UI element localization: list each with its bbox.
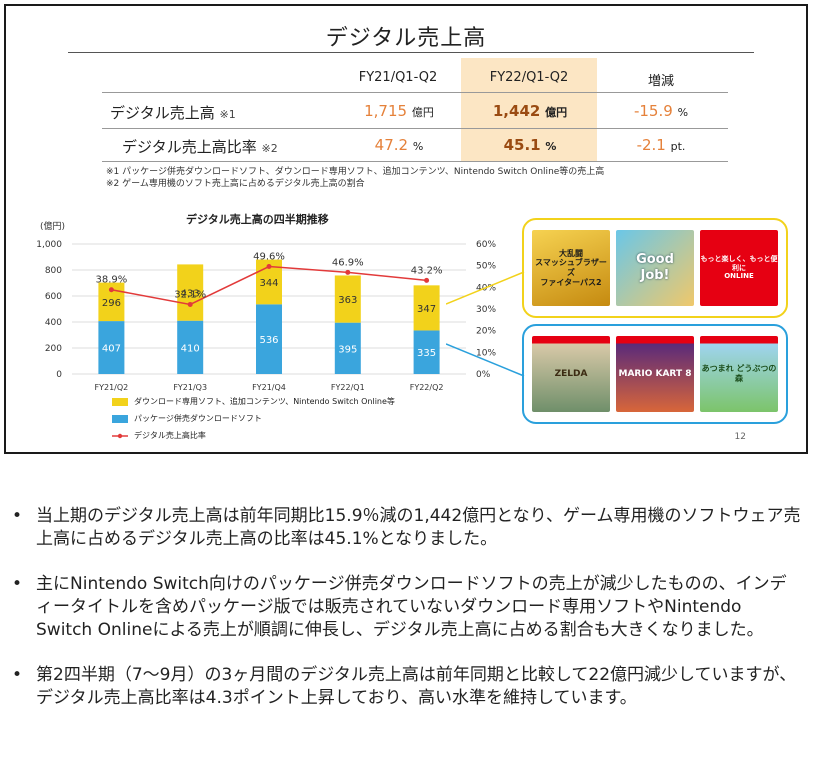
bullet-text: 当上期のデジタル売上高は前年同期比15.9％減の1,442億円となり、ゲーム専用… xyxy=(36,506,801,549)
y-tick-label: 0 xyxy=(56,370,62,380)
col-header-fy22: FY22/Q1-Q2 xyxy=(489,70,569,85)
value-fy21-digital-ratio: 47.2 % xyxy=(374,136,424,154)
footnote-2: ※2 ゲーム専用機のソフト売上高に占めるデジタル売上高の割合 xyxy=(106,179,365,189)
smash-bros-fighters-pass-art: 大乱闘 スマッシュブラザーズ ファイターパス2 xyxy=(532,230,610,306)
value-change-digital-sales: -15.9 % xyxy=(633,102,689,120)
chart-legend: ダウンロード専用ソフト、追加コンテンツ、Nintendo Switch Onli… xyxy=(112,396,395,441)
bar-value-label: 395 xyxy=(338,344,357,355)
package-titles-panel: ZELDA MARIO KART 8 あつまれ どうぶつの森 xyxy=(522,324,788,424)
quarterly-digital-sales-chart: (億円) 0 200 400 600 800 1,000 0% 10% 20% 30% 40% 50% 6… xyxy=(36,220,496,392)
bullet-item: • 当上期のデジタル売上高は前年同期比15.9％減の1,442億円となり、ゲーム… xyxy=(12,505,802,551)
bar-segment xyxy=(413,330,440,374)
y2-tick-label: 40% xyxy=(476,283,496,293)
bullet-item: • 主にNintendo Switch向けのパッケージ併売ダウンロードソフトの売… xyxy=(12,573,802,642)
good-job-art: Good Job! xyxy=(616,230,694,306)
highlight-column xyxy=(461,58,597,162)
ratio-label: 32.1% xyxy=(174,289,206,300)
y2-tick-label: 20% xyxy=(476,327,496,337)
row-label-digital-ratio: デジタル売上高比率 ※2 xyxy=(122,138,278,156)
ratio-point xyxy=(345,269,351,275)
page-number: 12 xyxy=(734,432,746,442)
bullet-text: 第2四半期（7〜9月）の3ヶ月間のデジタル売上高は前年同期と比較して22億円減少… xyxy=(36,665,797,708)
legend-item-package: パッケージ併売ダウンロードソフト xyxy=(112,413,395,424)
bullet-marker: • xyxy=(12,574,23,594)
y2-tick-label: 0% xyxy=(476,370,491,380)
x-tick-label: FY21/Q3 xyxy=(173,383,207,392)
slide: デジタル売上高 FY21/Q1-Q2 FY22/Q1-Q2 増減 デジタル売上高… xyxy=(4,4,808,454)
legend-item-download-only: ダウンロード専用ソフト、追加コンテンツ、Nintendo Switch Onli… xyxy=(112,396,395,407)
ratio-point xyxy=(424,277,430,283)
callout-connectors xyxy=(446,271,525,377)
col-header-fy21: FY21/Q1-Q2 xyxy=(358,70,438,85)
bullet-marker: • xyxy=(12,506,23,526)
bar-segment xyxy=(256,304,282,374)
x-tick-label: FY21/Q4 xyxy=(252,383,286,392)
slide-title: デジタル売上高 xyxy=(325,26,487,51)
table-row-rule xyxy=(102,128,728,129)
table-bottom-rule xyxy=(102,161,728,162)
ratio-point xyxy=(108,287,114,293)
nintendo-switch-online-art: もっと楽しく、もっと便利に ONLINE xyxy=(700,230,778,306)
ratio-label: 38.9% xyxy=(96,275,128,286)
y-tick-label: 600 xyxy=(45,292,62,302)
bar-value-label: 536 xyxy=(259,335,278,346)
x-tick-label: FY22/Q1 xyxy=(331,383,365,392)
bullet-text: 主にNintendo Switch向けのパッケージ併売ダウンロードソフトの売上が… xyxy=(36,574,787,640)
value-fy22-digital-ratio: 45.1 % xyxy=(503,136,557,154)
blue-connector xyxy=(446,343,525,377)
chart-title: デジタル売上高の四半期推移 xyxy=(186,213,329,226)
bar-value-label: 407 xyxy=(102,344,121,355)
mario-kart-package-art: MARIO KART 8 xyxy=(616,336,694,412)
y2-tick-label: 10% xyxy=(476,348,496,358)
bar-segment xyxy=(177,320,204,374)
bar-segment xyxy=(334,275,361,323)
x-tick-label: FY21/Q2 xyxy=(95,383,129,392)
col-header-change: 増減 xyxy=(647,74,674,89)
bar-segment xyxy=(334,322,361,374)
animal-crossing-package-art: あつまれ どうぶつの森 xyxy=(700,336,778,412)
bar-value-label: 363 xyxy=(338,295,357,306)
bullet-marker: • xyxy=(12,665,23,685)
value-fy21-digital-sales: 1,715 億円 xyxy=(364,102,434,120)
yellow-connector xyxy=(446,271,525,305)
legend-swatch-yellow xyxy=(112,397,128,406)
value-fy22-digital-sales: 1,442 億円 xyxy=(492,102,568,120)
ratio-point xyxy=(266,264,272,270)
footnote-1: ※1 パッケージ併売ダウンロードソフト、ダウンロード専用ソフト、追加コンテンツ、… xyxy=(106,167,605,177)
ratio-point xyxy=(187,301,193,307)
bar-value-label: 433 xyxy=(181,289,200,300)
zelda-package-art: ZELDA xyxy=(532,336,610,412)
ratio-label: 43.2% xyxy=(411,265,443,276)
bullet-item: • 第2四半期（7〜9月）の3ヶ月間のデジタル売上高は前年同期と比較して22億円… xyxy=(12,664,802,710)
bar-value-label: 410 xyxy=(181,343,200,354)
y2-tick-label: 30% xyxy=(476,305,496,315)
x-tick-label: FY22/Q2 xyxy=(410,383,444,392)
digital-titles-panel: 大乱闘 スマッシュブラザーズ ファイターパス2 Good Job! もっと楽しく… xyxy=(522,218,788,318)
y-tick-label: 1,000 xyxy=(36,240,62,250)
legend-line-red xyxy=(112,433,128,438)
bar-value-label: 344 xyxy=(259,278,278,289)
ratio-label: 46.9% xyxy=(332,257,364,268)
table-header-rule xyxy=(102,92,728,93)
title-divider xyxy=(68,52,754,53)
y2-tick-label: 50% xyxy=(476,262,496,272)
bar-segment xyxy=(413,285,440,331)
y-tick-label: 200 xyxy=(45,344,62,354)
bar-segment xyxy=(98,321,125,374)
y-tick-label: 800 xyxy=(45,266,62,276)
y-tick-label: 400 xyxy=(45,318,62,328)
y-axis-unit: (億円) xyxy=(40,220,65,232)
legend-swatch-blue xyxy=(112,414,128,423)
legend-item-ratio: デジタル売上高比率 xyxy=(112,430,395,441)
bar-segment xyxy=(177,264,204,321)
row-label-digital-sales: デジタル売上高 ※1 xyxy=(110,104,236,122)
bar-value-label: 335 xyxy=(417,348,436,359)
bar-value-label: 347 xyxy=(417,304,436,315)
bar-value-label: 296 xyxy=(102,298,121,309)
ratio-label: 49.6% xyxy=(253,252,285,263)
summary-bullets: • 当上期のデジタル売上高は前年同期比15.9％減の1,442億円となり、ゲーム… xyxy=(12,505,802,732)
y2-tick-label: 60% xyxy=(476,240,496,250)
value-change-digital-ratio: -2.1 pt. xyxy=(636,136,686,154)
